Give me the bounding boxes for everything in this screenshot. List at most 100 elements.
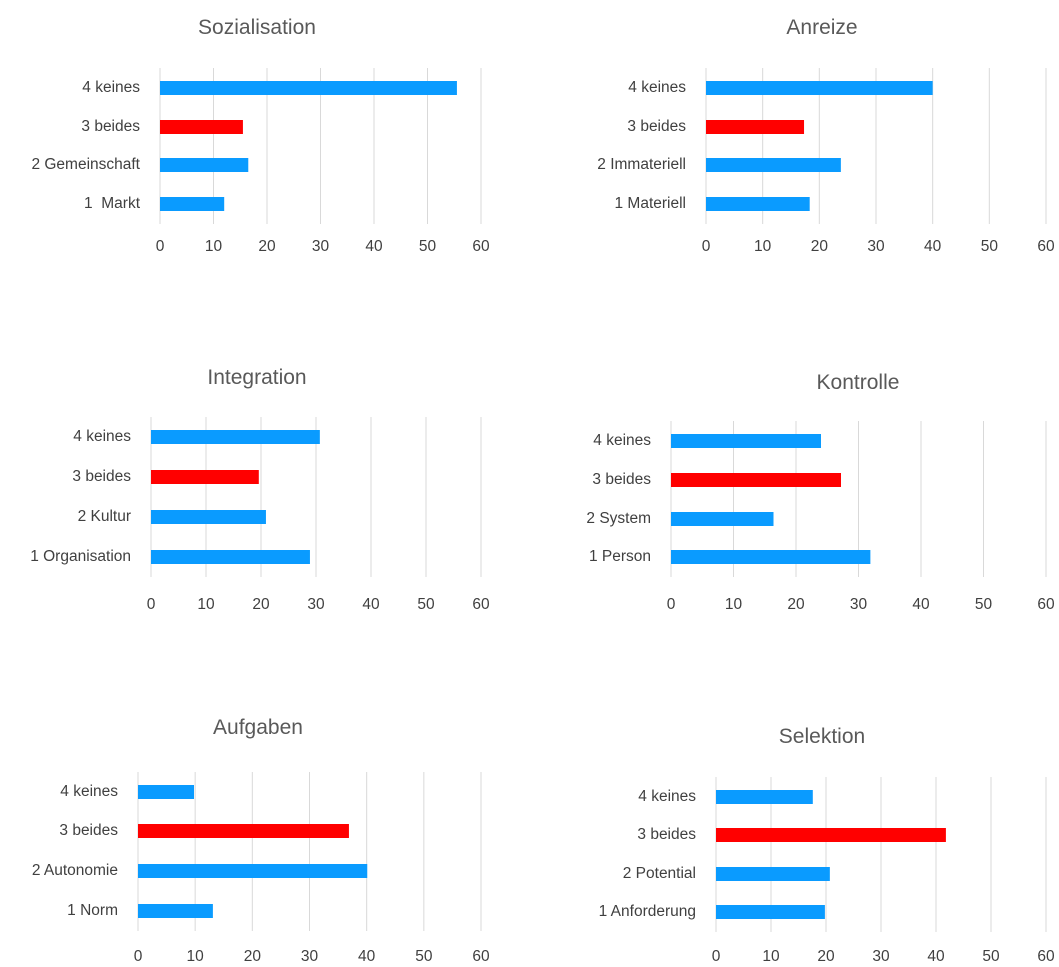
category-label: 2 Immateriell	[597, 156, 686, 173]
x-tick-label: 10	[187, 948, 205, 965]
chart-title: Aufgaben	[213, 716, 303, 739]
x-tick-label: 50	[417, 596, 435, 613]
x-tick-label: 10	[197, 596, 215, 613]
x-tick-label: 20	[811, 238, 829, 255]
bar	[716, 867, 830, 881]
x-axis-tick-labels: 0 10 20 30 40 50 60	[147, 596, 490, 613]
chart-title: Integration	[207, 366, 306, 389]
bar	[706, 120, 805, 134]
bars	[716, 790, 946, 919]
x-tick-label: 30	[867, 238, 885, 255]
x-tick-label: 50	[981, 238, 999, 255]
x-tick-label: 30	[312, 238, 330, 255]
x-tick-label: 30	[307, 596, 325, 613]
x-tick-label: 60	[472, 238, 490, 255]
category-label: 1 Materiell	[615, 195, 687, 212]
bar	[160, 197, 225, 211]
x-tick-label: 60	[1037, 948, 1055, 965]
chart-title: Kontrolle	[817, 371, 900, 394]
bar	[151, 510, 266, 524]
x-tick-label: 60	[472, 948, 490, 965]
category-labels: 4 keines 3 beides 2 System 1 Person	[586, 432, 651, 565]
x-tick-label: 20	[252, 596, 270, 613]
x-tick-label: 30	[850, 596, 868, 613]
chart-title: Anreize	[786, 16, 857, 39]
category-label: 4 keines	[60, 783, 118, 800]
x-axis-tick-labels: 0 10 20 30 40 50 60	[134, 948, 490, 965]
category-label: 3 beides	[637, 826, 696, 843]
bar	[706, 81, 933, 95]
category-labels: 4 keines 3 beides 2 Autonomie 1 Norm	[32, 783, 118, 919]
category-labels: 4 keines 3 beides 2 Immateriell 1 Materiell	[597, 79, 686, 212]
category-label: 4 keines	[638, 788, 696, 805]
bar	[138, 864, 368, 878]
x-tick-label: 50	[975, 596, 993, 613]
bar	[671, 550, 871, 564]
chart-title: Sozialisation	[198, 16, 316, 39]
chart-integration: Integration 4 keines 3 beides 2 Kultur 1 Or…	[30, 366, 490, 613]
x-tick-label: 50	[415, 948, 433, 965]
category-label: 3 beides	[72, 468, 131, 485]
category-label: 1 Anforderung	[599, 903, 696, 920]
x-axis-tick-labels: 0 10 20 30 40 50 60	[712, 948, 1055, 965]
x-tick-label: 10	[762, 948, 780, 965]
category-label: 1 Markt	[84, 195, 141, 212]
x-tick-label: 40	[362, 596, 380, 613]
category-labels: 4 keines 3 beides 2 Gemeinschaft 1 Markt	[31, 79, 140, 212]
x-tick-label: 30	[872, 948, 890, 965]
x-axis-tick-labels: 0 10 20 30 40 50 60	[667, 596, 1055, 613]
category-label: 4 keines	[73, 428, 131, 445]
bar	[160, 120, 243, 134]
x-tick-label: 40	[924, 238, 942, 255]
category-labels: 4 keines 3 beides 2 Kultur 1 Organisation	[30, 428, 131, 565]
bar	[671, 434, 821, 448]
category-label: 1 Norm	[67, 902, 118, 919]
chart-kontrolle: Kontrolle 4 keines 3 beides 2 System 1 Pers…	[586, 371, 1055, 613]
bar	[671, 512, 774, 526]
category-label: 4 keines	[593, 432, 651, 449]
bar	[151, 550, 310, 564]
category-label: 3 beides	[592, 471, 651, 488]
category-label: 4 keines	[628, 79, 686, 96]
category-label: 2 Gemeinschaft	[31, 156, 140, 173]
x-axis-tick-labels: 0 10 20 30 40 50 60	[702, 238, 1055, 255]
bar	[716, 828, 946, 842]
x-tick-label: 40	[912, 596, 930, 613]
bars	[160, 81, 457, 211]
bar	[138, 824, 349, 838]
x-tick-label: 20	[817, 948, 835, 965]
bar	[151, 470, 259, 484]
bar	[671, 473, 841, 487]
category-label: 1 Organisation	[30, 548, 131, 565]
x-tick-label: 20	[258, 238, 276, 255]
x-tick-label: 20	[787, 596, 805, 613]
chart-anreize: Anreize 4 keines 3 beides 2 Immateriell 1 M…	[597, 16, 1055, 255]
chart-aufgaben: Aufgaben 4 keines 3 beides 2 Autonomie 1 No…	[32, 716, 490, 965]
category-label: 2 System	[586, 510, 651, 527]
x-tick-label: 10	[205, 238, 223, 255]
x-tick-label: 0	[712, 948, 721, 965]
x-tick-label: 40	[365, 238, 383, 255]
bar	[138, 904, 213, 918]
x-tick-label: 50	[419, 238, 437, 255]
x-tick-label: 50	[982, 948, 1000, 965]
category-labels: 4 keines 3 beides 2 Potential 1 Anforderung	[599, 788, 697, 920]
bar	[716, 905, 825, 919]
bars	[706, 81, 933, 211]
x-tick-label: 60	[1037, 238, 1055, 255]
bars	[138, 785, 368, 918]
x-axis-tick-labels: 0 10 20 30 40 50 60	[156, 238, 490, 255]
bar	[138, 785, 195, 799]
x-tick-label: 60	[1037, 596, 1055, 613]
category-label: 3 beides	[59, 822, 118, 839]
x-tick-label: 0	[156, 238, 165, 255]
chart-sozialisation: Sozialisation 4 keines 3 beides 2 Gemeinsc…	[31, 16, 490, 255]
category-label: 3 beides	[81, 118, 140, 135]
category-label: 2 Kultur	[78, 508, 131, 525]
category-label: 2 Potential	[623, 865, 696, 882]
x-tick-label: 0	[702, 238, 711, 255]
chart-title: Selektion	[779, 725, 865, 748]
category-label: 2 Autonomie	[32, 862, 118, 879]
bars	[151, 430, 320, 564]
